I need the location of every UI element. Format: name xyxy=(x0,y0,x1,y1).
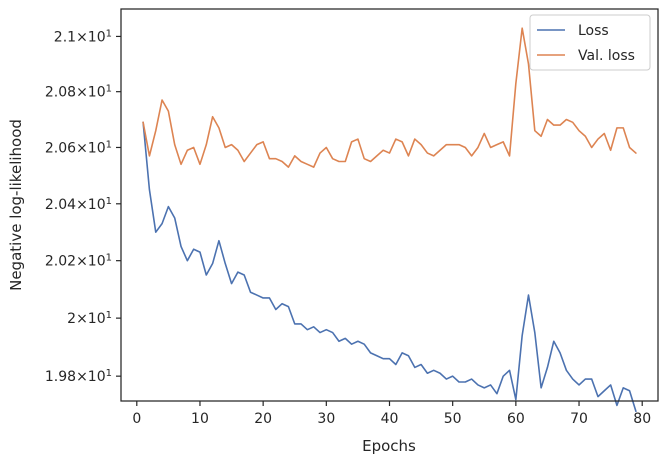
y-tick-label: 2×101 xyxy=(67,310,112,328)
x-tick-label: 80 xyxy=(633,411,651,427)
x-tick-label: 60 xyxy=(507,411,525,427)
series-line-loss xyxy=(142,121,637,413)
y-tick-label: 1.98×101 xyxy=(45,368,112,386)
x-tick-label: 20 xyxy=(254,411,272,427)
x-tick-label: 10 xyxy=(191,411,209,427)
legend-label-val-loss: Val. loss xyxy=(578,48,635,64)
x-tick-label: 70 xyxy=(570,411,588,427)
tick-layer: 0 10 20 30 40 50 60 70 80 1.98×101 2×101 2.02×101 2.… xyxy=(45,28,651,427)
x-axis-label: Epochs xyxy=(362,437,416,455)
legend-label-loss: Loss xyxy=(578,23,609,39)
legend-box xyxy=(529,14,651,71)
x-tick-label: 30 xyxy=(317,411,335,427)
plot-frame xyxy=(120,8,659,402)
y-tick-label: 2.08×101 xyxy=(45,83,112,101)
y-tick-label: 2.1×101 xyxy=(54,28,112,46)
x-tick-label: 0 xyxy=(132,411,141,427)
y-tick-label: 2.04×101 xyxy=(45,195,112,213)
legend: Loss Val. loss xyxy=(529,14,651,71)
x-tick-label: 40 xyxy=(381,411,399,427)
series-line-val-loss xyxy=(142,27,637,168)
y-tick-label: 2.02×101 xyxy=(45,252,112,270)
plot-layer xyxy=(142,27,637,413)
y-tick-label: 2.06×101 xyxy=(45,139,112,157)
x-tick-label: 50 xyxy=(444,411,462,427)
y-axis-label: Negative log-likelihood xyxy=(7,119,25,291)
